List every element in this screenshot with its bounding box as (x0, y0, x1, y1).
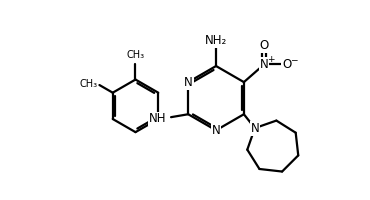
Text: +: + (267, 55, 274, 64)
Text: CH₃: CH₃ (127, 50, 145, 60)
Text: N: N (212, 124, 221, 137)
Text: NH: NH (149, 112, 166, 125)
Text: N: N (184, 76, 193, 89)
Text: NH₂: NH₂ (205, 34, 227, 47)
Text: N: N (250, 122, 259, 135)
Text: CH₃: CH₃ (80, 79, 98, 89)
Text: N: N (260, 58, 269, 71)
Text: O: O (282, 58, 291, 71)
Text: O: O (260, 39, 269, 52)
Text: −: − (290, 55, 297, 64)
